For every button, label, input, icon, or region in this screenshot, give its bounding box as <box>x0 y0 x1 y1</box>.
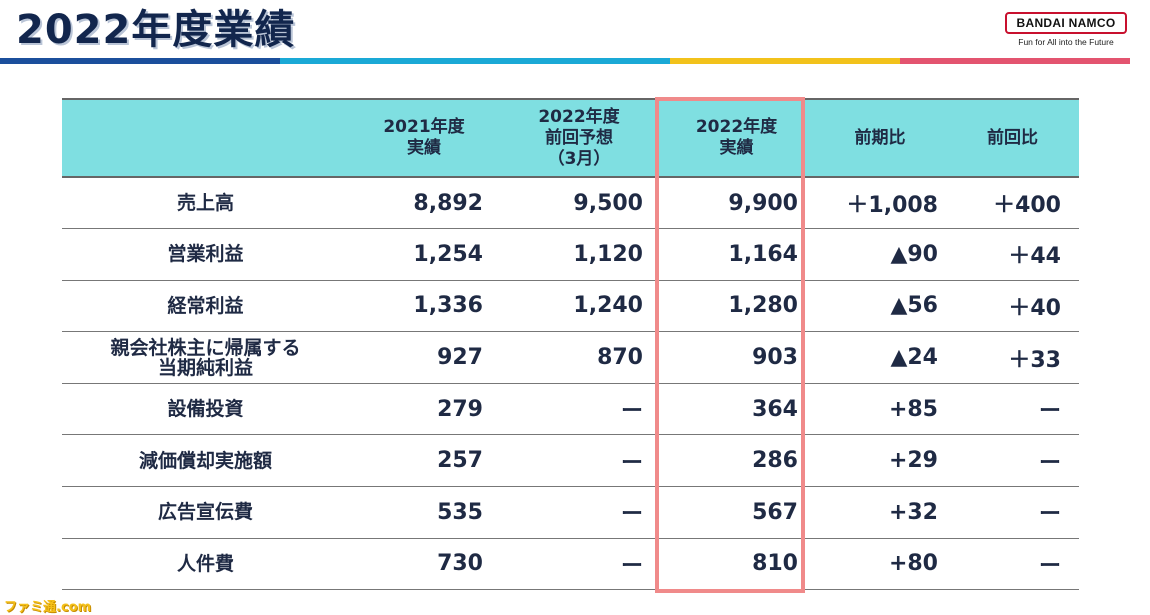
cell-2022-forecast: 870 <box>499 331 659 384</box>
cell-2022-actual: 810 <box>659 538 814 591</box>
header-text: 2022年度 <box>695 117 778 137</box>
cell-yoy: ＋1,008 <box>814 177 946 230</box>
header-text: 実績 <box>407 138 441 158</box>
cell-2022-forecast: ー <box>499 538 659 591</box>
cell-2022-forecast: ー <box>499 434 659 488</box>
row-label: 親会社株主に帰属する 当期純利益 <box>62 331 349 384</box>
cell-vs-forecast: ＋44 <box>946 228 1079 281</box>
cell-yoy: ▲56 <box>814 280 946 333</box>
cell-2022-actual: 903 <box>659 331 814 384</box>
header-text: 2022年度 <box>538 106 620 127</box>
row-label: 経常利益 <box>62 280 349 333</box>
header-text: 前期比 <box>854 127 906 148</box>
stripe-segment <box>0 58 280 64</box>
cell-vs-forecast: ＋40 <box>946 280 1079 333</box>
row-label: 広告宣伝費 <box>62 486 349 539</box>
cell-2021-actual: 927 <box>349 331 499 384</box>
logo-tagline: Fun for All into the Future <box>1018 37 1114 47</box>
table-row: 設備投資 279 ー 364 +85 ー <box>62 383 1079 436</box>
header-text: 前回比 <box>987 127 1038 148</box>
stripe-segment <box>670 58 900 64</box>
table-row: 減価償却実施額 257 ー 286 +29 ー <box>62 434 1079 488</box>
cell-2022-forecast: 1,120 <box>499 228 659 281</box>
table-row: 広告宣伝費 535 ー 567 +32 ー <box>62 486 1079 539</box>
row-label: 設備投資 <box>62 383 349 436</box>
header-2022-forecast: 2022年度 前回予想 （3月） <box>499 98 659 178</box>
table-row: 人件費 730 ー 810 +80 ー <box>62 538 1079 591</box>
cell-2021-actual: 1,254 <box>349 228 499 281</box>
row-label: 人件費 <box>62 538 349 591</box>
page-title: 2022年度業績 <box>16 7 296 53</box>
cell-2022-actual: 364 <box>659 383 814 436</box>
header-2021-actual: 2021年度 実績 <box>349 98 499 178</box>
cell-vs-forecast: ー <box>946 538 1079 591</box>
header-text: （3月） <box>547 148 611 169</box>
table-row: 経常利益 1,336 1,240 1,280 ▲56 ＋40 <box>62 280 1079 333</box>
cell-2022-actual: 567 <box>659 486 814 539</box>
table-row: 親会社株主に帰属する 当期純利益 927 870 903 ▲24 ＋33 <box>62 331 1079 384</box>
title-underline-stripe <box>0 58 1130 64</box>
header-text: 実績 <box>719 138 754 158</box>
row-label: 減価償却実施額 <box>62 434 349 488</box>
row-label: 売上高 <box>62 177 349 230</box>
cell-2022-actual: 1,280 <box>659 280 814 333</box>
table-row: 売上高 8,892 9,500 9,900 ＋1,008 ＋400 <box>62 177 1079 230</box>
watermark: ファミ通.com <box>4 600 92 615</box>
cell-2021-actual: 1,336 <box>349 280 499 333</box>
table-header-row: 2021年度 実績 2022年度 前回予想 （3月） 2022年度 実績 前期比 前回比 <box>62 98 1079 178</box>
table-body: 売上高 8,892 9,500 9,900 ＋1,008 ＋400 営業利益 1,254 1,1… <box>62 177 1079 591</box>
logo-brand: BANDAI NAMCO <box>1005 12 1127 34</box>
row-label: 営業利益 <box>62 228 349 281</box>
results-table: 2021年度 実績 2022年度 前回予想 （3月） 2022年度 実績 前期比 前回比… <box>62 98 1079 591</box>
cell-yoy: +32 <box>814 486 946 539</box>
table-row: 営業利益 1,254 1,120 1,164 ▲90 ＋44 <box>62 228 1079 281</box>
cell-2022-actual: 9,900 <box>659 177 814 230</box>
cell-vs-forecast: ＋33 <box>946 331 1079 384</box>
header-vs-forecast: 前回比 <box>946 98 1079 178</box>
cell-yoy: +29 <box>814 434 946 488</box>
cell-2022-actual: 1,164 <box>659 228 814 281</box>
header-item-label <box>62 98 349 178</box>
cell-vs-forecast: ＋400 <box>946 177 1079 230</box>
header-2022-actual: 2022年度 実績 <box>659 98 814 178</box>
cell-2022-forecast: 1,240 <box>499 280 659 333</box>
cell-2022-forecast: ー <box>499 383 659 436</box>
cell-2021-actual: 730 <box>349 538 499 591</box>
header-yoy: 前期比 <box>814 98 946 178</box>
header-text: 前回予想 <box>545 127 613 148</box>
cell-2021-actual: 535 <box>349 486 499 539</box>
cell-2021-actual: 257 <box>349 434 499 488</box>
cell-vs-forecast: ー <box>946 486 1079 539</box>
cell-yoy: ▲90 <box>814 228 946 281</box>
stripe-segment <box>900 58 1130 64</box>
cell-vs-forecast: ー <box>946 383 1079 436</box>
cell-vs-forecast: ー <box>946 434 1079 488</box>
header-text: 2021年度 <box>383 117 465 137</box>
cell-2021-actual: 8,892 <box>349 177 499 230</box>
stripe-segment <box>280 58 670 64</box>
cell-yoy: +85 <box>814 383 946 436</box>
cell-2022-forecast: 9,500 <box>499 177 659 230</box>
cell-yoy: ▲24 <box>814 331 946 384</box>
cell-2022-forecast: ー <box>499 486 659 539</box>
company-logo: BANDAI NAMCO Fun for All into the Future <box>1005 12 1127 47</box>
cell-2022-actual: 286 <box>659 434 814 488</box>
cell-2021-actual: 279 <box>349 383 499 436</box>
cell-yoy: +80 <box>814 538 946 591</box>
